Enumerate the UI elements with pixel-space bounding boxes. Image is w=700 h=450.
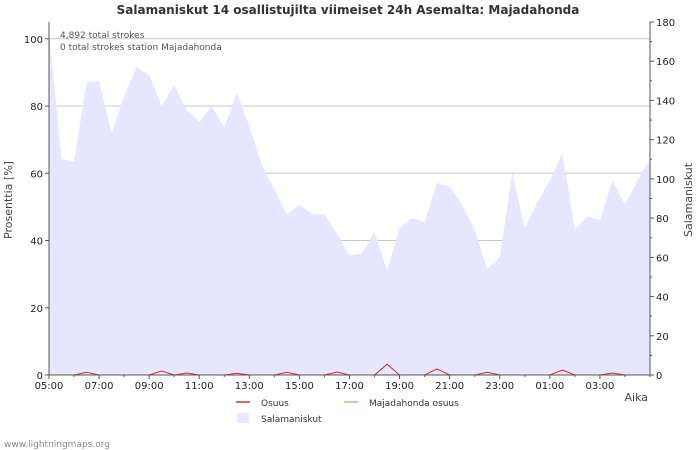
- x-tick-label: 07:00: [85, 381, 114, 392]
- y-tick-label-right-140: 140: [656, 96, 675, 107]
- y-tick-label-left-40: 40: [30, 237, 43, 248]
- legend: Osuus Majadahonda osuus Salamaniskut: [236, 399, 459, 425]
- x-tick-label: 15:00: [285, 381, 314, 392]
- y-tick-label-left-100: 100: [24, 35, 43, 46]
- legend-swatch-salamaniskut: [237, 413, 249, 423]
- x-tick-label: 13:00: [235, 381, 264, 392]
- y-tick-label-right-80: 80: [656, 214, 669, 225]
- y-axis-right-label: Salamaniskut: [682, 162, 695, 237]
- y-tick-label-left-0: 0: [37, 371, 43, 382]
- x-tick-label: 09:00: [135, 381, 164, 392]
- x-tick-label: 01:00: [535, 381, 564, 392]
- legend-label-majadahonda-osuus: Majadahonda osuus: [369, 399, 459, 409]
- x-tick-label: 05:00: [35, 381, 64, 392]
- axes: [45, 21, 654, 379]
- x-tick-label: 03:00: [586, 381, 615, 392]
- y-tick-label-right-120: 120: [656, 136, 675, 147]
- y-tick-label-right-60: 60: [656, 253, 669, 264]
- y-axis-left-label: Prosenttia [%]: [2, 161, 15, 239]
- series-area-salamaniskut: [49, 31, 650, 376]
- y-tick-label-left-80: 80: [30, 102, 43, 113]
- total-strokes-note: 4,892 total strokes: [60, 31, 145, 41]
- tick-labels: 0 20 40 60 80 100 0 20 40 60 80 100 120 140 160 180 05:0…: [24, 18, 675, 392]
- y-tick-label-right-180: 180: [656, 18, 675, 29]
- y-tick-label-right-100: 100: [656, 175, 675, 186]
- x-tick-label: 21:00: [435, 381, 464, 392]
- y-tick-label-left-60: 60: [30, 169, 43, 180]
- y-tick-label-right-20: 20: [656, 332, 669, 343]
- footer-credit: www.lightningmaps.org: [4, 440, 110, 450]
- station-strokes-note: 0 total strokes station Majadahonda: [60, 43, 222, 53]
- x-tick-label: 23:00: [485, 381, 514, 392]
- legend-label-osuus: Osuus: [261, 399, 289, 409]
- y-tick-label-left-20: 20: [30, 304, 43, 315]
- y-tick-label-right-0: 0: [656, 371, 662, 382]
- x-tick-label: 11:00: [185, 381, 214, 392]
- x-axis-label: Aika: [625, 391, 649, 404]
- x-tick-label: 19:00: [385, 381, 414, 392]
- y-tick-label-right-160: 160: [656, 57, 675, 68]
- y-tick-label-right-40: 40: [656, 293, 669, 304]
- legend-label-salamaniskut: Salamaniskut: [261, 415, 322, 425]
- x-tick-label: 17:00: [335, 381, 364, 392]
- area-layer: [49, 31, 650, 376]
- chart-title: Salamaniskut 14 osallistujilta viimeiset…: [117, 3, 580, 17]
- series-line-osuus: [49, 363, 650, 376]
